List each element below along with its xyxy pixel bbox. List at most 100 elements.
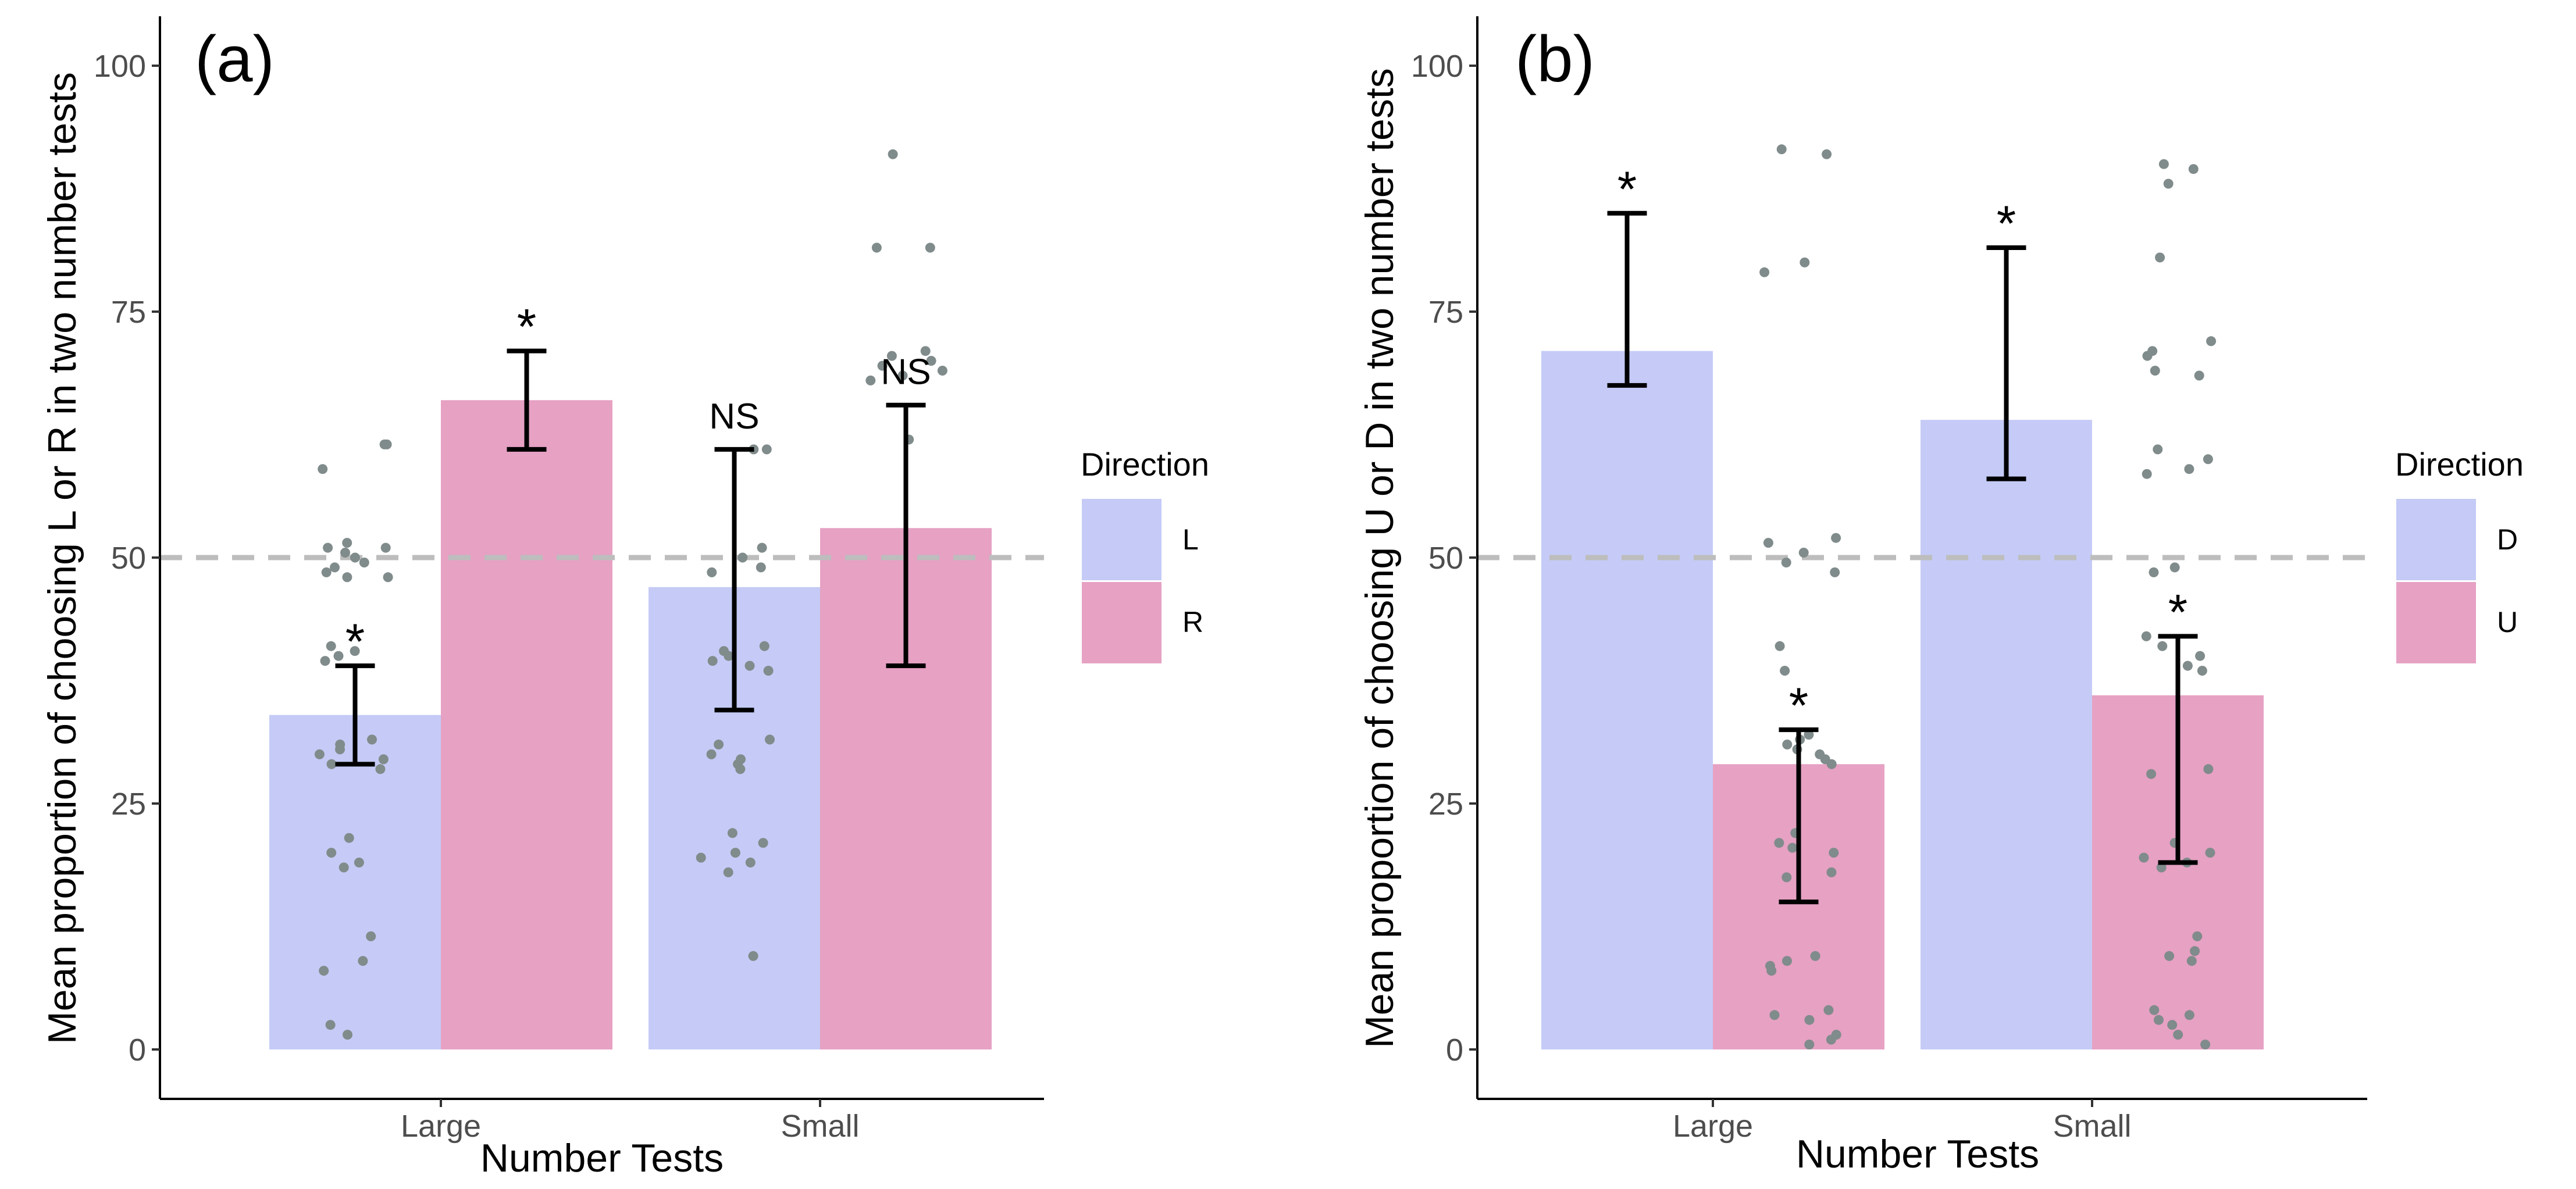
data-point — [2188, 164, 2199, 174]
data-point — [1766, 966, 1777, 976]
data-point — [737, 552, 748, 563]
data-point — [2192, 931, 2203, 941]
data-point — [350, 552, 360, 563]
bar — [1541, 351, 1713, 1050]
data-point — [1759, 267, 1770, 277]
data-point — [2157, 641, 2168, 651]
data-point — [763, 666, 774, 676]
data-point — [724, 651, 734, 661]
data-point — [757, 542, 767, 553]
data-point — [359, 558, 369, 567]
data-point — [888, 149, 898, 159]
legend-key-second — [2396, 582, 2476, 663]
significance-label: * — [1997, 196, 2016, 252]
data-point — [696, 852, 706, 863]
error-bar — [1607, 210, 1647, 388]
y-tick-label: 100 — [94, 49, 146, 84]
x-tick-label: Small — [2053, 1109, 2131, 1144]
data-point — [2154, 1015, 2164, 1025]
data-point — [1804, 1040, 1815, 1049]
data-point — [1774, 838, 1784, 848]
data-point — [1787, 842, 1798, 853]
data-point — [2149, 1005, 2160, 1015]
data-point — [1798, 548, 1809, 558]
error-bar — [1779, 727, 1819, 905]
data-point — [383, 572, 393, 583]
data-point — [333, 651, 344, 661]
data-point — [897, 370, 908, 381]
data-point — [1804, 730, 1814, 740]
data-point — [2163, 178, 2174, 189]
y-axis-title: Mean proportion of choosing U or D in tw… — [1358, 68, 1402, 1048]
data-point — [2142, 351, 2153, 361]
data-point — [730, 848, 740, 858]
data-point — [727, 828, 737, 838]
data-point — [723, 867, 733, 877]
data-point — [707, 656, 718, 666]
data-point — [2200, 1040, 2211, 1049]
data-point — [1782, 956, 1792, 966]
panel-a: (a) Mean proportion of choosing L or R i… — [40, 16, 1209, 1180]
plot-area: * * * * 0 25 50 75 100 Large Small — [1411, 16, 2367, 1144]
y-tick-label: 0 — [129, 1033, 146, 1067]
data-point — [1804, 1015, 1815, 1025]
data-point — [1775, 641, 1785, 651]
data-point — [330, 562, 340, 573]
plot-area: * NS * NS 0 25 50 75 100 Large Small — [94, 16, 1044, 1144]
legend: Direction D U — [2395, 446, 2524, 663]
data-point — [2195, 651, 2206, 661]
data-point — [1822, 149, 1832, 159]
data-point — [1826, 867, 1837, 877]
data-point — [1823, 1005, 1834, 1015]
data-point — [342, 572, 352, 583]
error-bar — [886, 402, 926, 669]
data-point — [350, 646, 360, 656]
data-point — [1826, 1034, 1836, 1045]
y-tick-label: 75 — [111, 295, 146, 330]
data-point — [2150, 366, 2160, 376]
x-tick-label: Small — [781, 1109, 859, 1144]
data-point — [2197, 666, 2207, 676]
y-tick-label: 75 — [1428, 295, 1463, 330]
data-point — [877, 360, 888, 371]
data-point — [1776, 144, 1787, 155]
data-point — [926, 356, 936, 366]
data-point — [367, 734, 377, 745]
data-point — [1782, 872, 1792, 883]
data-point — [745, 858, 756, 867]
data-point — [344, 833, 354, 843]
data-point — [2169, 562, 2180, 573]
data-point — [2149, 567, 2159, 577]
data-point — [2206, 336, 2217, 347]
data-point — [325, 1020, 336, 1030]
legend-title: Direction — [1081, 446, 1209, 483]
data-point — [326, 759, 337, 769]
data-point — [2194, 370, 2204, 381]
significance-label: * — [517, 299, 536, 355]
data-point — [339, 862, 349, 873]
data-point — [366, 931, 376, 941]
data-point — [937, 366, 947, 376]
data-point — [318, 464, 328, 474]
significance-label: * — [1617, 162, 1637, 217]
data-point — [2184, 1010, 2194, 1020]
data-point — [871, 242, 882, 253]
significance-label: * — [1789, 678, 1808, 734]
y-tick-label: 100 — [1411, 49, 1463, 84]
significance-label: NS — [881, 352, 931, 392]
data-point — [2141, 631, 2151, 641]
data-point — [320, 656, 330, 666]
data-point — [2184, 464, 2194, 474]
data-point — [2142, 469, 2152, 479]
y-tick-label: 50 — [1428, 541, 1463, 576]
y-tick-label: 0 — [1446, 1033, 1463, 1067]
data-point — [340, 548, 350, 558]
data-point — [326, 848, 337, 858]
x-axis-title: Number Tests — [480, 1136, 724, 1180]
data-point — [2158, 159, 2169, 169]
legend-label-second: U — [2497, 606, 2518, 638]
legend-label-second: R — [1182, 606, 1203, 638]
panel-label: (a) — [195, 23, 275, 95]
data-point — [1830, 567, 1840, 577]
error-bar — [1986, 245, 2026, 481]
